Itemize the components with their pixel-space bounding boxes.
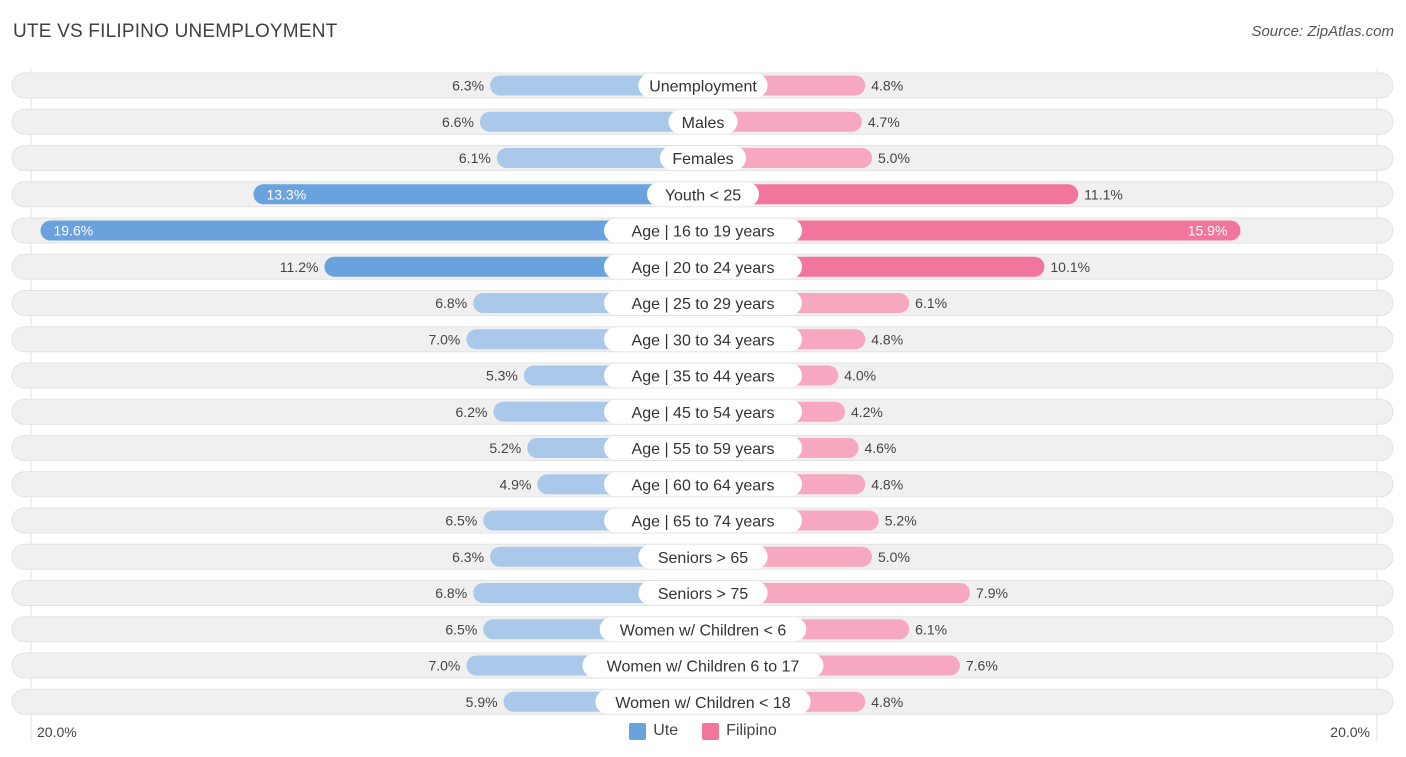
- category-pill-9: [604, 399, 802, 424]
- value-label-filipino-10: 4.6%: [864, 440, 896, 456]
- value-label-ute-11: 4.9%: [499, 476, 531, 492]
- category-pill-7: [604, 327, 802, 352]
- value-label-ute-16: 7.0%: [428, 658, 460, 674]
- value-label-filipino-5: 10.1%: [1050, 259, 1090, 275]
- value-label-filipino-12: 5.2%: [885, 513, 917, 529]
- bar-ute-3: [253, 184, 703, 205]
- value-label-filipino-7: 4.8%: [871, 331, 903, 347]
- value-label-ute-17: 5.9%: [466, 694, 498, 710]
- category-label-4: Age | 16 to 19 years: [632, 224, 775, 241]
- category-label-7: Age | 30 to 34 years: [632, 332, 775, 349]
- category-label-9: Age | 45 to 54 years: [632, 405, 775, 422]
- bar-filipino-4: [703, 220, 1241, 241]
- bar-filipino-14: [703, 583, 971, 603]
- value-label-filipino-9: 4.2%: [851, 404, 883, 420]
- value-label-filipino-1: 4.7%: [868, 114, 900, 130]
- category-pill-2: [659, 146, 747, 170]
- category-pill-16: [582, 653, 824, 678]
- value-label-ute-1: 6.6%: [442, 114, 474, 130]
- bar-filipino-2: [703, 148, 872, 168]
- category-pill-4: [604, 218, 802, 243]
- value-label-ute-9: 6.2%: [456, 404, 488, 420]
- axis-max-label: 20.0%: [1330, 724, 1370, 740]
- axis-min-label: 20.0%: [37, 724, 77, 740]
- category-pill-15: [599, 617, 807, 642]
- category-pill-3: [647, 182, 759, 207]
- legend-label-filipino: Filipino: [726, 722, 777, 739]
- category-label-14: Seniors > 75: [658, 586, 748, 603]
- value-label-ute-12: 6.5%: [445, 513, 477, 529]
- category-pill-0: [638, 73, 768, 98]
- legend-item-filipino: Filipino: [702, 722, 777, 740]
- value-label-filipino-6: 6.1%: [915, 295, 947, 311]
- chart-title: UTE VS FILIPINO UNEMPLOYMENT: [13, 21, 338, 42]
- bar-ute-4: [40, 220, 703, 241]
- value-label-ute-7: 7.0%: [428, 331, 460, 347]
- category-label-5: Age | 20 to 24 years: [632, 260, 775, 277]
- category-pill-14: [638, 581, 768, 605]
- value-label-filipino-3: 11.1%: [1084, 186, 1123, 202]
- bar-filipino-3: [703, 184, 1079, 205]
- category-label-10: Age | 55 to 59 years: [632, 441, 775, 458]
- value-label-filipino-8: 4.0%: [844, 368, 876, 384]
- value-label-ute-3: 13.3%: [266, 186, 306, 202]
- category-label-0: Unemployment: [649, 79, 757, 96]
- category-label-15: Women w/ Children < 6: [620, 622, 787, 639]
- value-label-ute-4: 19.6%: [54, 223, 94, 239]
- category-label-17: Women w/ Children < 18: [615, 695, 790, 712]
- category-label-6: Age | 25 to 29 years: [632, 296, 775, 313]
- value-label-filipino-15: 6.1%: [915, 621, 947, 637]
- category-pill-5: [604, 254, 802, 279]
- value-label-ute-14: 6.8%: [435, 585, 467, 601]
- category-pill-11: [604, 472, 802, 497]
- category-pill-1: [668, 109, 738, 134]
- category-pill-12: [604, 508, 802, 533]
- value-label-filipino-17: 4.8%: [871, 694, 903, 710]
- legend-swatch-filipino: [702, 722, 720, 740]
- category-label-13: Seniors > 65: [658, 550, 748, 567]
- category-label-3: Youth < 25: [665, 187, 741, 204]
- category-pill-8: [604, 363, 802, 388]
- value-label-filipino-13: 5.0%: [878, 549, 910, 565]
- category-pill-17: [595, 689, 811, 714]
- value-label-filipino-16: 7.6%: [966, 658, 998, 674]
- legend-label-ute: Ute: [653, 722, 679, 739]
- category-pill-10: [604, 436, 802, 460]
- value-label-filipino-0: 4.8%: [871, 78, 903, 94]
- value-label-ute-10: 5.2%: [489, 440, 521, 456]
- legend: Ute Filipino: [0, 722, 1406, 740]
- value-label-ute-0: 6.3%: [452, 78, 484, 94]
- value-label-ute-2: 6.1%: [459, 150, 491, 166]
- value-label-filipino-14: 7.9%: [976, 585, 1008, 601]
- category-label-1: Males: [682, 115, 725, 132]
- category-label-12: Age | 65 to 74 years: [632, 514, 775, 531]
- source-note: Source: ZipAtlas.com: [1251, 23, 1394, 40]
- value-label-filipino-2: 5.0%: [878, 150, 910, 166]
- value-label-filipino-4: 15.9%: [1188, 223, 1228, 239]
- legend-swatch-ute: [629, 722, 647, 740]
- bar-filipino-1: [703, 111, 862, 132]
- value-label-ute-6: 6.8%: [435, 295, 467, 311]
- category-pill-13: [638, 544, 768, 569]
- category-label-16: Women w/ Children 6 to 17: [607, 659, 800, 676]
- value-label-ute-15: 6.5%: [445, 621, 477, 637]
- value-label-ute-13: 6.3%: [452, 549, 484, 565]
- legend-item-ute: Ute: [629, 722, 678, 740]
- value-label-ute-8: 5.3%: [486, 368, 518, 384]
- value-label-ute-5: 11.2%: [280, 259, 319, 275]
- bar-ute-1: [479, 111, 703, 132]
- value-label-filipino-11: 4.8%: [871, 476, 903, 492]
- bar-ute-2: [496, 148, 703, 168]
- category-label-8: Age | 35 to 44 years: [632, 369, 775, 386]
- category-label-2: Females: [672, 151, 733, 168]
- category-label-11: Age | 60 to 64 years: [632, 477, 775, 494]
- category-pill-6: [604, 291, 802, 315]
